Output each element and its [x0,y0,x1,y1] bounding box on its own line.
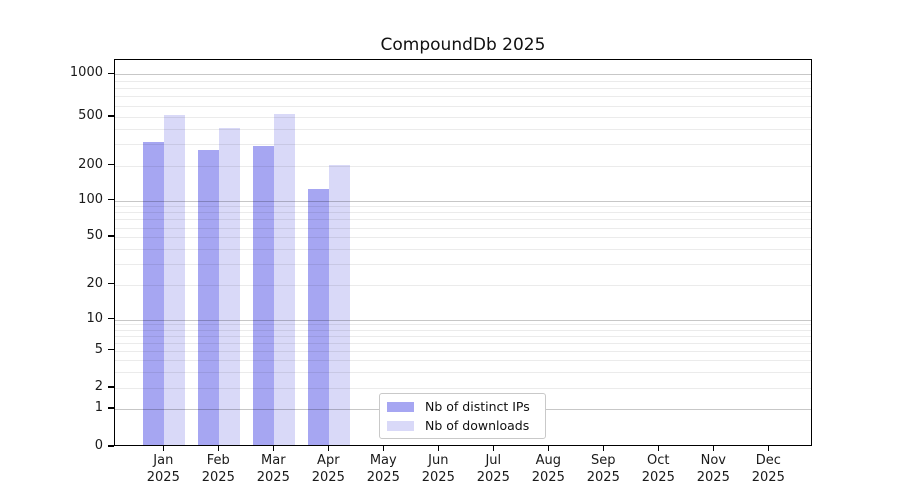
gridline-40 [115,248,811,250]
x-tick-dec [767,446,770,451]
bar-mar-nb-of-downloads [274,114,296,445]
y-tick-100 [108,198,114,201]
gridline-900 [115,80,811,82]
y-tick-200 [108,163,114,166]
y-tick-label-50: 50 [86,228,103,244]
y-tick-label-2: 2 [94,379,103,395]
y-tick-label-200: 200 [78,156,103,172]
gridline-80 [115,212,811,214]
y-tick-label-10: 10 [86,310,103,326]
y-tick-5 [108,348,114,351]
y-tick-label-1000: 1000 [69,65,103,81]
gridline-400 [115,128,811,130]
gridline-8 [115,329,811,331]
y-tick-1 [108,407,114,409]
x-tick-sep [602,446,605,451]
x-tick-oct [657,446,660,451]
gridline-6 [115,342,811,344]
y-tick-1000 [108,72,114,75]
x-tick-label-jul: Jul 2025 [476,453,510,485]
x-tick-label-nov: Nov 2025 [696,453,730,485]
gridline-700 [115,96,811,98]
y-tick-2 [108,386,114,388]
gridline-9 [115,324,811,326]
y-tick-20 [108,282,114,285]
gridline-100 [115,200,811,202]
x-tick-jan [162,446,165,451]
gridline-50 [115,237,811,239]
legend: Nb of distinct IPs Nb of downloads [379,393,546,439]
x-tick-label-jun: Jun 2025 [421,453,455,485]
legend-swatch-distinct-ips-icon [387,401,414,412]
bar-jan-nb-of-downloads [164,114,186,445]
x-tick-label-sep: Sep 2025 [586,453,620,485]
x-tick-mar [272,446,275,451]
legend-swatch-downloads-icon [387,420,414,431]
bar-apr-nb-of-downloads [329,164,351,445]
bar-jan-nb-of-distinct-ips [143,142,165,445]
gridline-60 [115,227,811,229]
legend-label-downloads: Nb of downloads [425,417,530,433]
bar-mar-nb-of-distinct-ips [253,145,275,445]
y-tick-label-5: 5 [94,341,103,357]
gridline-3 [115,371,811,373]
x-tick-label-may: May 2025 [366,453,400,485]
y-tick-10 [108,317,114,320]
x-tick-label-feb: Feb 2025 [201,453,235,485]
x-tick-label-oct: Oct 2025 [641,453,675,485]
gridline-5 [115,350,811,352]
y-tick-label-500: 500 [78,107,103,123]
gridline-500 [115,116,811,118]
x-tick-may [382,446,385,451]
bar-apr-nb-of-distinct-ips [308,188,330,445]
y-tick-label-100: 100 [78,191,103,207]
x-tick-label-apr: Apr 2025 [311,453,345,485]
y-tick-label-20: 20 [86,275,103,291]
gridline-1000 [115,74,811,76]
bar-feb-nb-of-distinct-ips [198,149,220,445]
chart-title: CompoundDb 2025 [380,35,546,55]
gridline-600 [115,105,811,107]
y-tick-label-0: 0 [94,438,103,453]
plot-area: Nb of distinct IPs Nb of downloads [114,59,812,446]
x-tick-aug [547,446,550,451]
gridline-300 [115,144,811,145]
bar-feb-nb-of-downloads [219,128,241,445]
gridline-4 [115,359,811,361]
gridline-7 [115,335,811,337]
gridline-20 [115,284,811,286]
legend-item-downloads: Nb of downloads [387,417,538,433]
x-tick-label-aug: Aug 2025 [531,453,565,485]
legend-label-distinct-ips: Nb of distinct IPs [425,398,530,414]
x-tick-feb [217,446,220,451]
x-tick-jun [437,446,440,451]
gridline-800 [115,87,811,89]
y-tick-50 [108,235,114,237]
y-tick-label-1: 1 [94,399,103,415]
x-tick-nov [712,446,715,451]
x-tick-label-mar: Mar 2025 [256,453,290,485]
gridline-2 [115,388,811,390]
gridline-30 [115,263,811,265]
x-tick-label-jan: Jan 2025 [146,453,180,485]
y-tick-500 [108,115,114,117]
gridline-70 [115,219,811,221]
gridline-10 [115,319,811,321]
gridline-200 [115,165,811,167]
x-tick-label-dec: Dec 2025 [751,453,785,485]
legend-item-distinct-ips: Nb of distinct IPs [387,398,538,414]
x-tick-jul [492,446,495,451]
x-tick-apr [327,446,330,451]
y-tick-0 [108,445,114,447]
gridline-90 [115,206,811,208]
